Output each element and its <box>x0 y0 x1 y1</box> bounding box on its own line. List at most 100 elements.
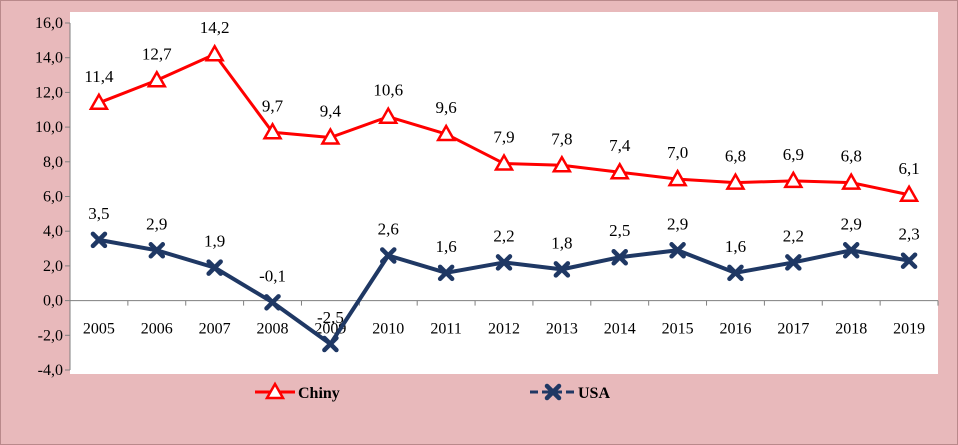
y-tick-label: 12,0 <box>35 84 63 101</box>
x-tick-label: 2006 <box>141 321 173 338</box>
marker-stroke <box>437 264 455 282</box>
data-label-usa: 1,8 <box>551 233 572 252</box>
y-tick-label: 16,0 <box>35 15 63 32</box>
data-point-chiny <box>841 172 862 190</box>
data-label-chiny: 9,6 <box>436 98 457 117</box>
data-label-chiny: 14,2 <box>200 18 230 37</box>
data-point-usa <box>90 231 108 249</box>
marker-stroke <box>900 252 918 269</box>
data-label-usa: -2,5 <box>317 308 344 327</box>
data-point-chiny <box>725 172 746 190</box>
y-tick-label: -4,0 <box>38 362 63 379</box>
data-label-chiny: 10,6 <box>373 81 403 100</box>
y-tick-label: 0,0 <box>43 293 63 310</box>
data-point-chiny <box>262 121 283 140</box>
data-label-usa: 2,3 <box>898 225 919 244</box>
data-point-usa <box>264 294 281 311</box>
data-label-chiny: 11,4 <box>84 67 114 86</box>
data-point-chiny <box>783 170 804 189</box>
marker-stroke <box>206 259 223 276</box>
data-point-usa <box>727 264 744 282</box>
data-point-usa <box>380 247 397 264</box>
data-point-chiny <box>667 168 688 187</box>
legend-label-chiny: Chiny <box>298 385 340 402</box>
marker-stroke <box>495 254 513 271</box>
data-label-usa: 1,9 <box>204 232 225 251</box>
plot-area <box>70 12 938 374</box>
data-label-usa: 1,6 <box>436 237 457 256</box>
x-tick-label: 2008 <box>257 321 289 338</box>
data-point-usa <box>900 252 918 269</box>
data-label-usa: 2,2 <box>493 226 514 245</box>
data-point-chiny <box>493 153 515 171</box>
data-label-chiny: 9,7 <box>262 96 284 115</box>
data-point-usa <box>785 254 802 271</box>
data-point-chiny <box>146 69 167 88</box>
y-tick-label: 14,0 <box>35 50 63 67</box>
marker-stroke <box>611 248 628 266</box>
data-label-chiny: 12,7 <box>142 44 172 63</box>
data-point-usa <box>437 264 455 282</box>
data-point-chiny <box>898 184 920 203</box>
data-label-usa: -0,1 <box>259 266 286 285</box>
data-label-chiny: 7,4 <box>609 136 631 155</box>
data-point-usa <box>322 335 339 353</box>
data-point-chiny <box>435 123 457 142</box>
marker-stroke <box>785 254 802 271</box>
data-label-chiny: 6,8 <box>725 147 746 166</box>
marker-stroke <box>264 294 281 311</box>
data-label-chiny: 9,4 <box>320 102 342 121</box>
data-point-usa <box>553 261 571 278</box>
data-label-chiny: 6,8 <box>841 147 862 166</box>
data-label-chiny: 7,8 <box>551 129 572 148</box>
x-tick-label: 2013 <box>546 321 578 338</box>
data-point-usa <box>842 242 860 259</box>
x-tick-label: 2011 <box>430 321 461 338</box>
x-tick-label: 2019 <box>893 321 925 338</box>
y-tick-label: 4,0 <box>43 223 63 240</box>
data-label-usa: 3,5 <box>88 204 109 223</box>
x-tick-label: 2016 <box>719 321 751 338</box>
y-tick-label: 6,0 <box>43 189 63 206</box>
data-label-chiny: 6,9 <box>783 145 804 164</box>
data-label-usa: 1,6 <box>725 237 746 256</box>
marker-stroke <box>842 242 860 259</box>
marker-stroke <box>544 383 562 401</box>
y-tick-label: 10,0 <box>35 119 63 136</box>
data-label-usa: 2,6 <box>378 219 399 238</box>
legend-label-usa: USA <box>578 385 610 402</box>
data-point-chiny <box>88 92 110 111</box>
marker-stroke <box>148 242 166 259</box>
data-label-usa: 2,5 <box>609 221 630 240</box>
data-point-usa <box>495 254 513 271</box>
data-label-chiny: 6,1 <box>898 159 919 178</box>
marker-stroke <box>90 231 108 249</box>
legend-marker-usa <box>544 383 562 401</box>
y-tick-label: -2,0 <box>38 327 63 344</box>
data-point-chiny <box>204 43 225 62</box>
data-point-usa <box>611 248 628 266</box>
data-point-usa <box>148 242 166 259</box>
marker-stroke <box>322 335 339 353</box>
data-label-usa: 2,9 <box>146 214 167 233</box>
marker-stroke <box>669 242 686 259</box>
y-tick-label: 8,0 <box>43 154 63 171</box>
data-point-chiny <box>551 154 573 173</box>
data-label-chiny: 7,0 <box>667 143 688 162</box>
data-point-chiny <box>320 126 341 145</box>
data-point-usa <box>669 242 686 259</box>
x-tick-label: 2017 <box>777 321 809 338</box>
data-label-usa: 2,9 <box>841 214 862 233</box>
x-tick-label: 2010 <box>372 321 404 338</box>
series-line-chiny <box>98 52 910 197</box>
x-tick-label: 2012 <box>488 321 520 338</box>
x-tick-label: 2005 <box>83 321 115 338</box>
x-tick-label: 2014 <box>604 321 636 338</box>
data-label-usa: 2,2 <box>783 226 804 245</box>
data-point-chiny <box>609 161 630 180</box>
data-label-usa: 2,9 <box>667 214 688 233</box>
marker-stroke <box>553 261 571 278</box>
marker-stroke <box>380 247 397 264</box>
data-point-chiny <box>378 106 399 124</box>
x-tick-label: 2007 <box>199 321 231 338</box>
